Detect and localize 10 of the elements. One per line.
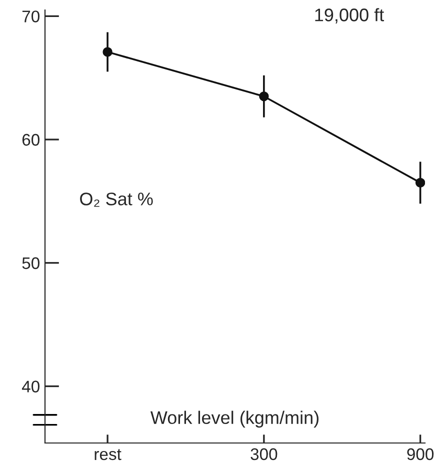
annotation: 19,000 ft [315, 8, 384, 24]
y-tick-label: 50 [22, 257, 40, 270]
x-tick-label: rest [94, 449, 122, 460]
x-tick-label: 900 [407, 448, 434, 460]
y-tick-label: 60 [22, 134, 40, 146]
y-axis-title: O₂ Sat % [80, 192, 153, 207]
y-tick-label: 40 [22, 380, 40, 392]
x-axis-title: Work level (kgm/min) [150, 410, 318, 428]
x-tick-label: 300 [250, 448, 278, 460]
y-tick-label: 70 [22, 10, 40, 22]
